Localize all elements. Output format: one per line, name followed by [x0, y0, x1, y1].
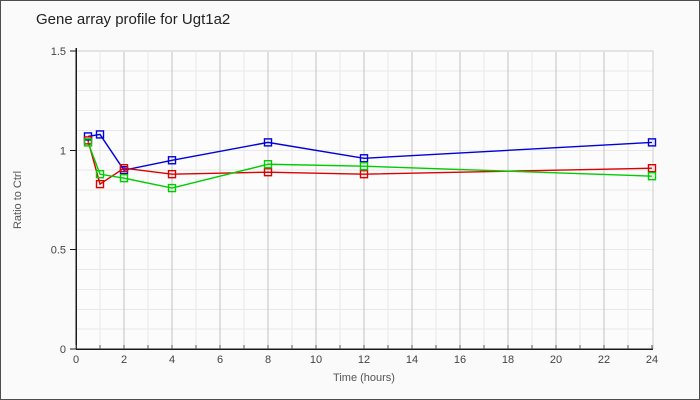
blue-series-marker [647, 138, 657, 147]
chart-title: Gene array profile for Ugt1a2 [36, 11, 231, 28]
x-axis-title: Time (hours) [333, 372, 395, 384]
blue-series-marker [263, 138, 273, 147]
x-tick-label: 8 [265, 354, 271, 366]
blue-series-marker [167, 156, 177, 165]
x-tick-label: 10 [310, 354, 322, 366]
blue-series-line [87, 133, 653, 171]
green-series-marker [83, 138, 93, 147]
green-series-marker [359, 162, 369, 171]
green-series-line [87, 142, 653, 189]
red-series-line [87, 140, 653, 186]
red-series-marker [95, 179, 105, 189]
y-tick-label: 1.5 [51, 46, 66, 58]
x-tick-label: 12 [358, 354, 370, 366]
x-tick-label: 6 [217, 354, 223, 366]
green-series-marker [647, 171, 657, 181]
x-tick-label: 20 [550, 354, 562, 366]
blue-series-marker [359, 154, 369, 163]
x-tick-label: 24 [646, 354, 658, 366]
red-series-marker [359, 169, 369, 179]
green-series-marker [263, 160, 273, 169]
x-tick-label: 2 [121, 354, 127, 366]
red-series-marker [119, 164, 129, 173]
blue-series-marker [95, 130, 105, 139]
x-tick-label: 4 [169, 354, 175, 366]
green-series-marker [95, 169, 105, 179]
red-series-marker [263, 167, 273, 177]
x-tick-label: 0 [73, 354, 79, 366]
red-series-marker [647, 164, 657, 173]
x-tick-label: 16 [454, 354, 466, 366]
x-tick-label: 18 [502, 354, 514, 366]
y-tick-label: 0 [60, 344, 66, 356]
x-tick-label: 14 [406, 354, 418, 366]
green-series-marker [167, 183, 177, 193]
y-tick-label: 0.5 [51, 245, 66, 257]
green-series-marker [119, 173, 129, 183]
y-tick-label: 1 [60, 145, 66, 157]
red-series-marker [167, 169, 177, 179]
x-tick-label: 22 [598, 354, 610, 366]
